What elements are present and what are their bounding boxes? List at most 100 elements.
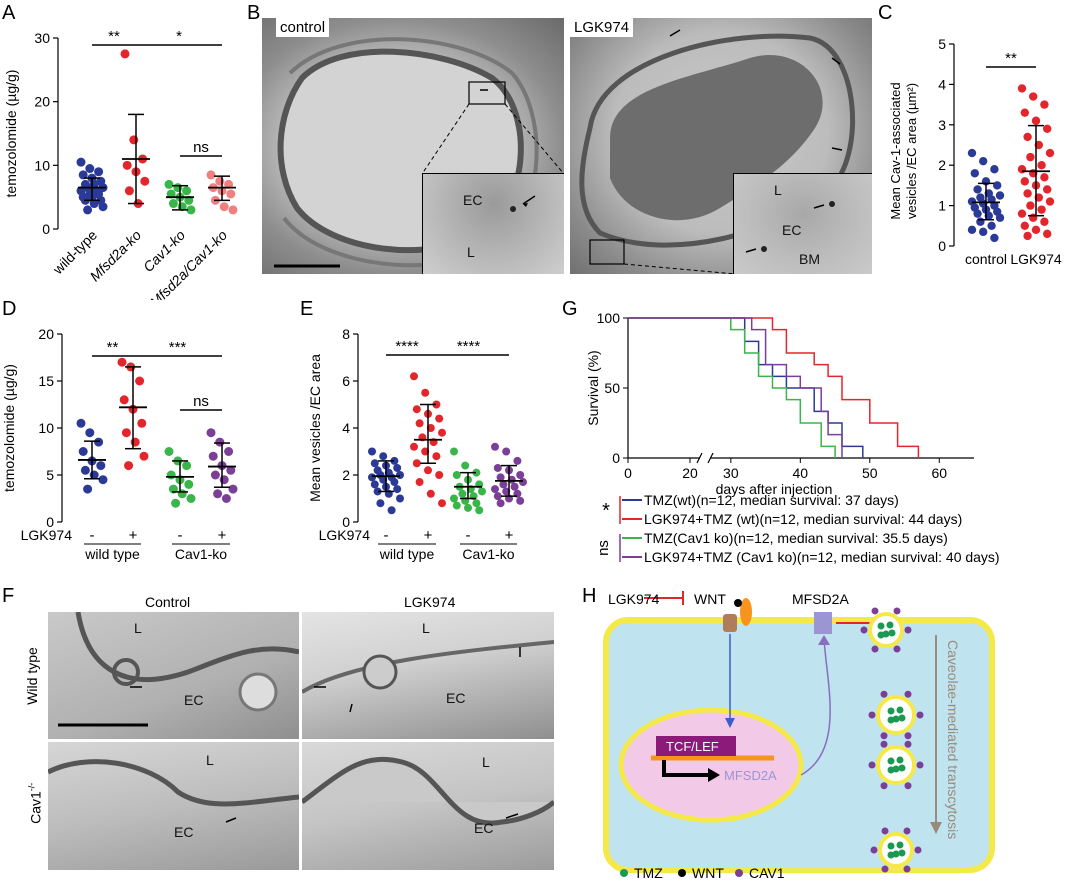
chart-e: 0 2 4 6 8 Mean vesicles /EC area **** **** LGK97… xyxy=(307,326,527,562)
data-point xyxy=(186,205,196,215)
data-point xyxy=(130,437,140,447)
x-tick-label: 40 xyxy=(793,465,809,481)
row-label: LGK974 xyxy=(21,527,73,543)
panel-letter-g: G xyxy=(562,298,578,320)
data-point xyxy=(1037,161,1046,170)
data-point xyxy=(993,181,1002,190)
axis-break xyxy=(707,452,714,464)
data-point xyxy=(1023,189,1032,198)
inset-bm-label: BM xyxy=(799,251,820,267)
group-label: Cav1-ko xyxy=(462,546,514,562)
data-point xyxy=(1031,225,1041,235)
y-tick-label: 10 xyxy=(38,420,54,436)
data-point xyxy=(1026,201,1035,210)
vesicle xyxy=(876,695,916,735)
x-tick-label: 60 xyxy=(931,465,947,481)
legend-entry: TMZ(wt)(n=12, median survival: 37 days) xyxy=(644,492,899,508)
data-point xyxy=(171,498,181,508)
significance-label: ** xyxy=(107,339,119,356)
legend-entry: TMZ(Cav1 ko)(n=12, median survival: 35.5… xyxy=(644,530,948,546)
cav1-protein xyxy=(904,782,912,790)
data-point xyxy=(226,465,236,475)
panel-letter-a: A xyxy=(2,2,16,24)
data-point xyxy=(461,461,470,470)
y-tick-label: 6 xyxy=(342,373,350,389)
data-point xyxy=(85,428,95,438)
data-point xyxy=(76,157,86,167)
data-point xyxy=(376,499,385,508)
data-point xyxy=(224,447,234,456)
data-point xyxy=(472,468,481,477)
gene-arrowhead xyxy=(708,768,720,782)
y-tick-label: 0 xyxy=(938,238,946,254)
panel-letter-c: C xyxy=(878,2,893,24)
mfsd2a-expression-arrow xyxy=(800,637,831,776)
data-point xyxy=(979,156,988,166)
f-l-label: L xyxy=(482,754,490,770)
panel-letter-d: D xyxy=(2,298,17,320)
data-point xyxy=(166,189,176,199)
data-point xyxy=(396,494,404,503)
x-tick-label: 30 xyxy=(723,465,739,481)
data-point xyxy=(206,428,216,438)
cav1-protein xyxy=(880,740,888,748)
data-point xyxy=(426,424,435,432)
y-axis-label-line: vesicles /EC area (µm²) xyxy=(904,83,919,219)
data-point xyxy=(390,478,399,487)
f-ec-label: EC xyxy=(174,824,194,840)
data-point xyxy=(979,227,988,237)
data-point xyxy=(973,185,982,194)
data-point xyxy=(137,418,147,428)
data-point xyxy=(78,447,88,456)
panel-letter-e: E xyxy=(300,298,314,320)
f-l-label: L xyxy=(422,620,430,636)
legend-entry: LGK974+TMZ (Cav1 ko)(n=12, median surviv… xyxy=(644,549,1000,565)
data-point xyxy=(219,202,229,212)
data-point xyxy=(1040,100,1049,109)
data-point xyxy=(120,49,130,59)
data-point xyxy=(396,471,404,479)
tmz-molecule xyxy=(896,706,904,714)
data-point xyxy=(122,160,132,170)
inset-ec-label: EC xyxy=(782,222,802,238)
data-point xyxy=(370,480,379,489)
data-point xyxy=(415,478,424,487)
em-f-wt-control: L EC xyxy=(48,612,299,739)
legend-cav1: CAV1 xyxy=(749,865,785,881)
x-tick-label: 50 xyxy=(862,465,878,481)
panel-letter-b: B xyxy=(247,2,261,24)
y-tick-label: 100 xyxy=(597,310,621,326)
data-point xyxy=(186,494,196,503)
em-f-cav-lgk: L EC xyxy=(302,742,554,870)
data-point xyxy=(435,471,444,479)
cav1-protein xyxy=(871,645,879,653)
data-point xyxy=(510,482,519,491)
f-col-control: Control xyxy=(145,594,191,610)
data-point xyxy=(1020,108,1029,117)
data-point xyxy=(421,447,430,456)
data-point xyxy=(426,489,435,498)
data-point xyxy=(1040,173,1049,182)
legend-significance: ns xyxy=(595,540,612,556)
f-row-cav-text: Cav1 xyxy=(27,791,44,824)
y-tick-label: 50 xyxy=(604,380,620,396)
cav1-protein xyxy=(903,865,911,873)
data-point xyxy=(438,428,446,437)
h-lgk-label: LGK974 xyxy=(608,591,660,607)
y-tick-label: 15 xyxy=(38,373,54,389)
vesicle xyxy=(868,612,904,648)
data-point xyxy=(1031,116,1041,125)
h-caveolae-label: Caveolae-mediated transcytosis xyxy=(945,640,961,839)
data-point xyxy=(496,499,505,508)
data-point xyxy=(219,475,229,485)
significance-label: ** xyxy=(1005,50,1017,67)
significance-label: ns xyxy=(193,139,209,156)
data-point xyxy=(94,437,104,447)
data-point xyxy=(1029,92,1038,101)
y-tick-label: 1 xyxy=(938,198,946,214)
h-tcf-label: TCF/LEF xyxy=(666,739,719,754)
em-f-wt-lgk: L EC xyxy=(302,612,554,739)
y-tick-label: 8 xyxy=(342,326,350,342)
data-point xyxy=(410,442,418,451)
cav1-protein xyxy=(916,761,924,769)
